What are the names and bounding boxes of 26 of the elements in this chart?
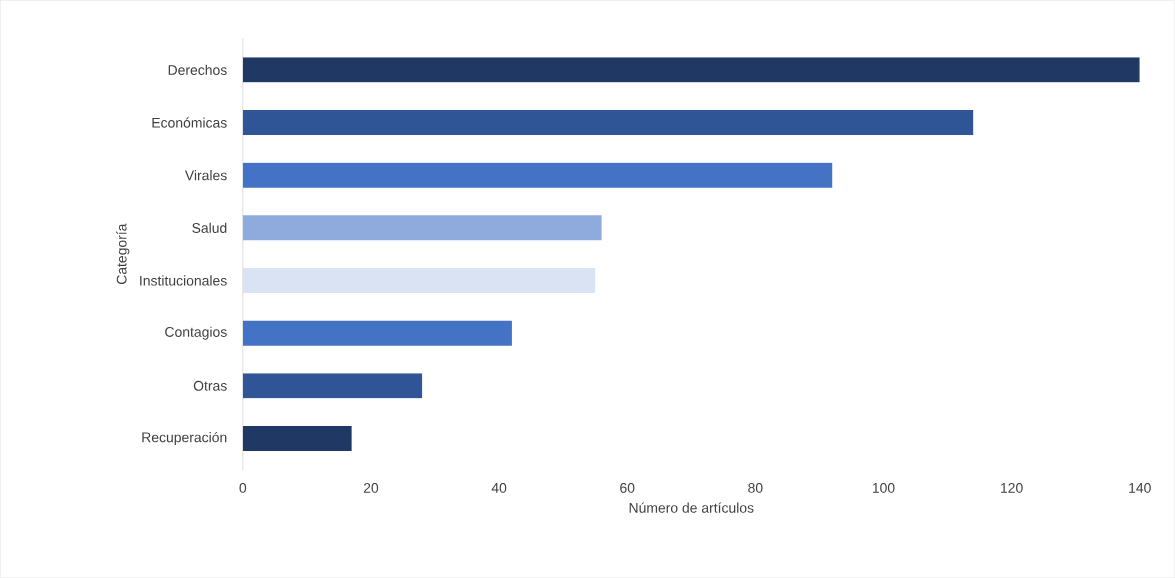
bar <box>242 57 1140 83</box>
bar <box>242 320 512 346</box>
x-tick-label: 40 <box>491 482 507 493</box>
x-tick-label: 140 <box>1129 482 1151 493</box>
y-axis-title: Categoría <box>116 223 130 284</box>
y-tick-label: Recuperación <box>142 431 227 445</box>
bar <box>242 425 352 451</box>
x-tick-label: 120 <box>1001 482 1023 493</box>
bar <box>242 109 974 135</box>
x-tick-label: 80 <box>748 482 763 493</box>
bar <box>242 215 602 241</box>
y-tick-label: Económicas <box>152 117 227 128</box>
bar <box>242 373 423 399</box>
x-tick-label: 0 <box>239 482 247 493</box>
y-tick-label: Otras <box>193 380 227 391</box>
y-tick-label: Virales <box>184 169 227 181</box>
bar <box>242 162 833 188</box>
x-tick-label: 20 <box>363 482 379 493</box>
x-tick-label: 60 <box>620 482 635 493</box>
y-tick-label: Salud <box>192 222 227 233</box>
y-tick-label: Contagios <box>165 326 227 340</box>
y-tick-label: Institucionales <box>140 275 227 286</box>
x-axis-title: Número de artículos <box>629 502 754 513</box>
x-tick-label: 100 <box>872 482 895 493</box>
y-tick-label: Derechos <box>168 64 227 75</box>
bar <box>242 267 596 293</box>
